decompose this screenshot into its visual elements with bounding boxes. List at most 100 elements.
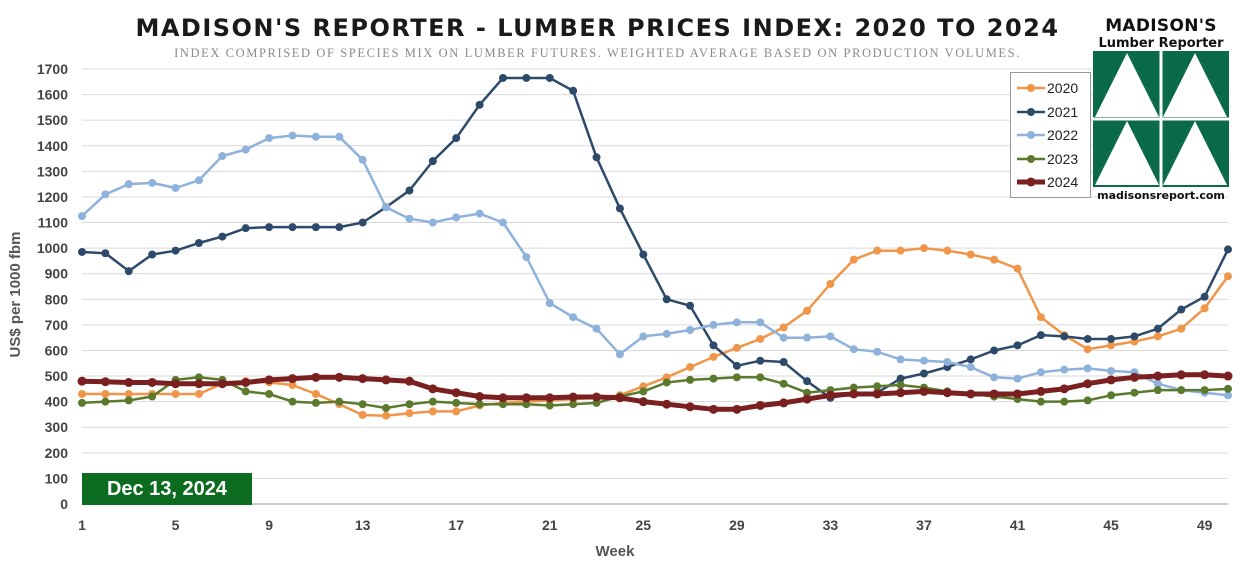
legend-swatch — [1017, 107, 1045, 116]
data-point-2024 — [989, 389, 999, 399]
data-point-2020 — [1107, 341, 1116, 350]
data-point-2023 — [732, 373, 741, 382]
data-point-2022 — [194, 176, 203, 185]
data-point-2022 — [335, 132, 344, 141]
data-point-2022 — [382, 203, 391, 212]
legend-marker — [1027, 154, 1035, 163]
data-point-2021 — [171, 246, 180, 255]
data-point-2021 — [522, 73, 531, 82]
data-point-2021 — [1060, 332, 1069, 341]
data-point-2022 — [803, 333, 812, 342]
data-point-2022 — [1224, 391, 1232, 400]
logo-subtitle: Lumber Reporter — [1098, 36, 1224, 51]
data-point-2021 — [1130, 332, 1139, 341]
data-point-2021 — [569, 86, 578, 95]
data-point-2022 — [990, 373, 999, 382]
data-point-2020 — [686, 363, 695, 372]
logo-name: MADISON'S — [1105, 16, 1217, 36]
brand-logo: MADISON'S Lumber Reporter madisonsreport… — [1090, 14, 1232, 204]
legend-marker — [1027, 131, 1035, 139]
data-point-2020 — [873, 246, 882, 255]
data-point-2020 — [288, 381, 297, 390]
data-point-2024 — [592, 392, 602, 402]
data-point-2021 — [218, 232, 227, 241]
data-point-2020 — [1224, 272, 1232, 281]
data-point-2021 — [1224, 245, 1232, 254]
data-point-2023 — [452, 398, 461, 407]
data-point-2024 — [1036, 386, 1046, 396]
data-point-2022 — [709, 320, 718, 329]
data-point-2023 — [779, 379, 788, 388]
data-point-2023 — [873, 382, 882, 391]
data-point-2024 — [1083, 379, 1093, 389]
data-point-2023 — [1060, 397, 1069, 406]
data-point-2023 — [124, 396, 133, 405]
data-point-2021 — [662, 295, 671, 304]
logo-website: madisonsreport.com — [1097, 189, 1225, 202]
data-point-2023 — [803, 388, 812, 397]
data-point-2023 — [1153, 386, 1162, 395]
x-tick-label: 41 — [1010, 517, 1026, 533]
y-tick-label: 800 — [45, 291, 69, 307]
x-tick-label: 13 — [355, 517, 371, 533]
data-point-2024 — [451, 388, 461, 398]
chart-title: MADISON'S REPORTER - LUMBER PRICES INDEX… — [135, 14, 1060, 42]
data-point-2024 — [685, 402, 695, 412]
y-tick-label: 1200 — [37, 189, 68, 205]
data-point-2022 — [171, 183, 180, 192]
data-point-2021 — [1036, 331, 1045, 340]
data-point-2023 — [1036, 397, 1045, 406]
data-point-2024 — [896, 388, 906, 398]
y-tick-label: 1700 — [37, 61, 68, 77]
y-tick-label: 700 — [45, 317, 69, 333]
data-point-2020 — [709, 352, 718, 361]
data-point-2024 — [1200, 370, 1210, 380]
data-point-2021 — [194, 239, 203, 247]
data-point-2022 — [592, 324, 601, 333]
data-point-2021 — [732, 361, 741, 370]
data-point-2022 — [826, 332, 835, 341]
data-point-2021 — [475, 100, 484, 109]
data-point-2020 — [358, 410, 367, 419]
data-point-2024 — [662, 399, 672, 409]
data-point-2020 — [78, 389, 86, 398]
data-point-2021 — [101, 249, 110, 258]
data-point-2023 — [428, 397, 437, 406]
data-point-2024 — [428, 384, 438, 394]
data-point-2020 — [171, 389, 180, 398]
legend-label: 2021 — [1047, 103, 1079, 120]
data-point-2022 — [639, 332, 648, 341]
data-point-2022 — [1153, 379, 1162, 388]
legend: 2020 2021 2022 2023 2024 — [1010, 72, 1091, 198]
data-point-2023 — [686, 375, 695, 384]
x-tick-label: 17 — [448, 517, 464, 533]
data-point-2024 — [475, 392, 485, 402]
data-point-2020 — [101, 389, 110, 398]
data-point-2023 — [522, 400, 531, 409]
data-point-2022 — [732, 318, 741, 327]
data-point-2022 — [779, 333, 788, 342]
x-tick-label: 49 — [1197, 517, 1213, 533]
data-point-2021 — [405, 186, 414, 195]
data-point-2022 — [1060, 365, 1069, 374]
data-point-2022 — [1013, 374, 1022, 383]
data-point-2020 — [943, 246, 952, 255]
data-point-2024 — [568, 392, 578, 402]
data-point-2024 — [358, 374, 368, 384]
data-point-2024 — [1153, 371, 1163, 381]
legend-swatch — [1017, 84, 1045, 92]
data-point-2022 — [101, 190, 110, 199]
data-point-2021 — [452, 134, 461, 143]
data-point-2024 — [1176, 370, 1186, 380]
data-point-2021 — [78, 247, 86, 256]
data-point-2023 — [78, 398, 86, 407]
data-point-2021 — [639, 250, 648, 259]
data-point-2024 — [521, 393, 531, 403]
data-point-2022 — [686, 326, 695, 334]
x-axis-label: Week — [596, 543, 636, 560]
data-point-2024 — [194, 379, 204, 389]
data-point-2022 — [78, 212, 86, 221]
data-point-2021 — [990, 346, 999, 355]
y-tick-label: 1400 — [37, 138, 68, 154]
data-point-2023 — [569, 400, 578, 409]
